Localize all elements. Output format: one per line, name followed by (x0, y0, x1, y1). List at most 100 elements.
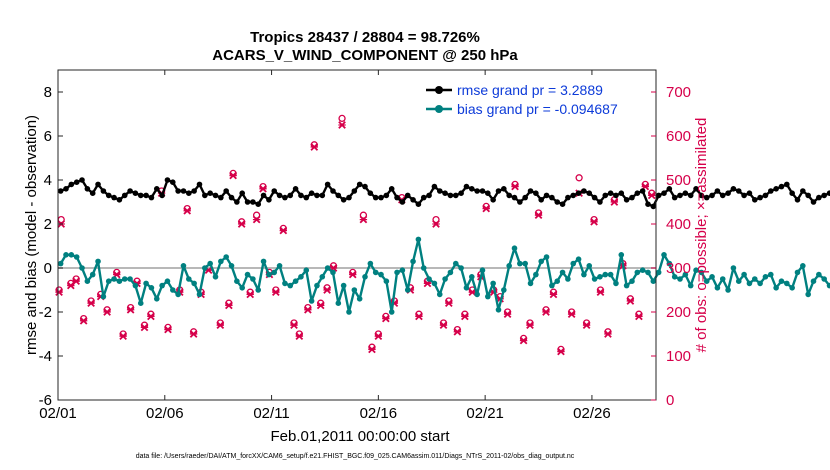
rmse-point (474, 188, 480, 194)
bias-point (367, 260, 374, 267)
bias-point (778, 278, 785, 285)
rmse-point (89, 190, 96, 196)
rmse-point (725, 190, 731, 196)
obs-assimilated-marker (225, 301, 233, 310)
rmse-point (629, 194, 635, 201)
bias-point (693, 267, 699, 274)
bias-point (271, 269, 278, 276)
rmse-point (356, 181, 363, 188)
bias-point (570, 260, 577, 267)
bias-point (180, 263, 187, 269)
rmse-point (324, 181, 331, 188)
bias-point (810, 278, 817, 285)
bias-point (164, 278, 171, 285)
obs-assimilated-marker (259, 184, 267, 193)
rmse-point (420, 194, 427, 201)
plot-area (58, 70, 656, 400)
rmse-point (127, 188, 133, 194)
rmse-point (821, 192, 827, 199)
rmse-point (634, 190, 641, 196)
rmse-point (655, 192, 662, 199)
bias-point (340, 282, 347, 289)
obs-assimilated-marker (549, 290, 558, 299)
rmse-point (719, 192, 726, 199)
y-right-tick-label: 300 (666, 260, 691, 277)
obs-assimilated-marker (359, 215, 368, 224)
y-left-tick-label: 0 (44, 260, 52, 277)
rmse-point (351, 188, 358, 194)
obs-assimilated-marker (582, 321, 591, 330)
bias-point (314, 282, 320, 289)
bias-line (59, 238, 830, 314)
obs-assimilated-marker (79, 316, 88, 325)
bias-point (436, 291, 443, 298)
rmse-point (426, 192, 432, 199)
bias-point (169, 287, 176, 293)
obs-assimilated-marker (647, 191, 656, 200)
rmse-point (607, 190, 614, 196)
bias-point (121, 276, 128, 282)
bias-point (399, 267, 406, 274)
obs-assimilated-marker (72, 277, 80, 286)
y-axis-right-label: # of obs: o=possible; ×=assimilated (693, 118, 710, 353)
y-right-tick-label: 500 (666, 172, 691, 189)
rmse-point (602, 192, 609, 199)
rmse-point (543, 192, 550, 199)
rmse-point (346, 194, 352, 201)
rmse-point (298, 192, 304, 199)
rmse-point (191, 188, 197, 194)
rmse-point (223, 188, 229, 194)
rmse-point (308, 190, 315, 196)
rmse-point (784, 181, 790, 188)
rmse-point (234, 199, 240, 205)
rmse-point (816, 194, 822, 201)
rmse-point (463, 183, 470, 190)
bias-point (565, 276, 571, 282)
bias-point (447, 269, 454, 276)
rmse-point (517, 199, 523, 205)
x-tick-label: 02/11 (253, 405, 289, 422)
rmse-point (591, 194, 598, 201)
bias-point (661, 252, 667, 258)
rmse-point (196, 181, 203, 188)
rmse-point (394, 194, 400, 201)
rmse-point (730, 186, 737, 192)
rmse-point (137, 192, 144, 199)
rmse-point (762, 192, 769, 199)
y-left-tick-label: 6 (44, 128, 52, 145)
bias-point (687, 282, 694, 289)
bias-point (228, 263, 235, 269)
y-right-axis-ticks: 0 100 200 300 400 500 600 700 (651, 84, 691, 409)
bias-point (153, 296, 160, 302)
bias-point (607, 271, 614, 278)
obs-assimilated-marker (126, 305, 135, 314)
rmse-point (175, 188, 181, 194)
rmse-point (645, 201, 651, 207)
bias-point (346, 309, 352, 315)
bias-point (554, 278, 561, 285)
rmse-point (111, 194, 117, 201)
bias-point (751, 276, 758, 282)
rmse-point (570, 192, 577, 199)
rmse-point (399, 199, 406, 205)
rmse-point (666, 186, 673, 192)
obs-assimilated-marker (381, 314, 390, 323)
rmse-point (527, 188, 534, 194)
bias-point (415, 236, 422, 243)
obs-assimilated-marker (567, 310, 576, 319)
bias-point (63, 252, 69, 258)
rmse-point (218, 194, 224, 201)
obs-assimilated-marker (252, 215, 261, 224)
rmse-point (458, 190, 464, 196)
rmse-point (735, 188, 742, 194)
obs-assimilated-marker (557, 347, 565, 356)
bias-point (645, 269, 651, 276)
bias-point (485, 293, 491, 300)
bias-point (282, 280, 288, 287)
rmse-point (132, 190, 139, 196)
obs-assimilated-marker (323, 286, 331, 294)
obs-assimilated-marker (348, 270, 357, 279)
bias-point (378, 271, 384, 278)
bias-point (527, 280, 534, 287)
bias-point (148, 285, 155, 291)
